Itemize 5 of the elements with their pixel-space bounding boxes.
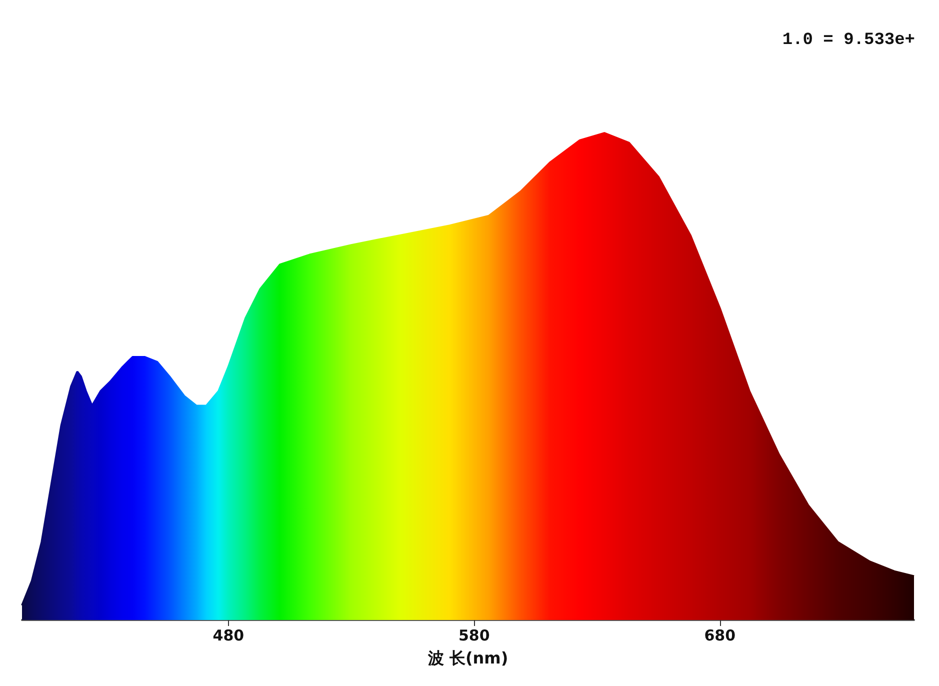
x-tick-label: 680 <box>704 626 736 644</box>
text: 1.0 = 9.533e+ <box>782 31 916 50</box>
x-tick-label: 480 <box>212 626 244 644</box>
x-tick-label: 580 <box>458 626 490 644</box>
x-axis-title: 波 长(nm) <box>426 648 508 668</box>
